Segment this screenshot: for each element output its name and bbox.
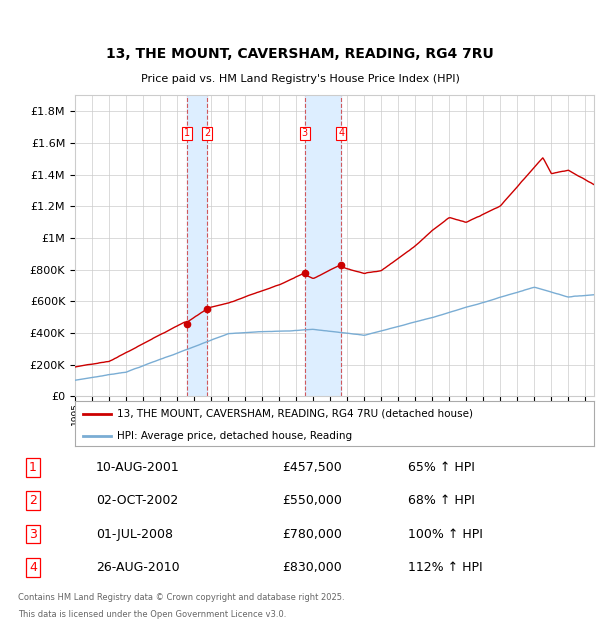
Text: 2: 2 xyxy=(204,128,210,138)
Text: 13, THE MOUNT, CAVERSHAM, READING, RG4 7RU: 13, THE MOUNT, CAVERSHAM, READING, RG4 7… xyxy=(106,47,494,61)
Bar xyxy=(305,95,341,396)
Text: 13, THE MOUNT, CAVERSHAM, READING, RG4 7RU (detached house): 13, THE MOUNT, CAVERSHAM, READING, RG4 7… xyxy=(116,409,473,419)
Text: 3: 3 xyxy=(302,128,308,138)
Text: Contains HM Land Registry data © Crown copyright and database right 2025.: Contains HM Land Registry data © Crown c… xyxy=(18,593,344,602)
Text: £457,500: £457,500 xyxy=(282,461,342,474)
Text: £780,000: £780,000 xyxy=(282,528,342,541)
Text: 01-JUL-2008: 01-JUL-2008 xyxy=(96,528,173,541)
Text: 02-OCT-2002: 02-OCT-2002 xyxy=(96,494,178,507)
Text: 2: 2 xyxy=(29,494,37,507)
Text: 3: 3 xyxy=(29,528,37,541)
Text: 1: 1 xyxy=(29,461,37,474)
Text: £550,000: £550,000 xyxy=(282,494,342,507)
Text: 65% ↑ HPI: 65% ↑ HPI xyxy=(408,461,475,474)
Text: This data is licensed under the Open Government Licence v3.0.: This data is licensed under the Open Gov… xyxy=(18,610,286,619)
Text: 112% ↑ HPI: 112% ↑ HPI xyxy=(408,561,482,574)
Text: 10-AUG-2001: 10-AUG-2001 xyxy=(96,461,180,474)
Bar xyxy=(187,95,207,396)
Text: 4: 4 xyxy=(29,561,37,574)
Text: 100% ↑ HPI: 100% ↑ HPI xyxy=(408,528,483,541)
Text: 68% ↑ HPI: 68% ↑ HPI xyxy=(408,494,475,507)
Text: £830,000: £830,000 xyxy=(282,561,342,574)
Text: 26-AUG-2010: 26-AUG-2010 xyxy=(96,561,179,574)
Text: 4: 4 xyxy=(338,128,344,138)
Text: HPI: Average price, detached house, Reading: HPI: Average price, detached house, Read… xyxy=(116,431,352,441)
Text: 1: 1 xyxy=(184,128,191,138)
Text: Price paid vs. HM Land Registry's House Price Index (HPI): Price paid vs. HM Land Registry's House … xyxy=(140,74,460,84)
